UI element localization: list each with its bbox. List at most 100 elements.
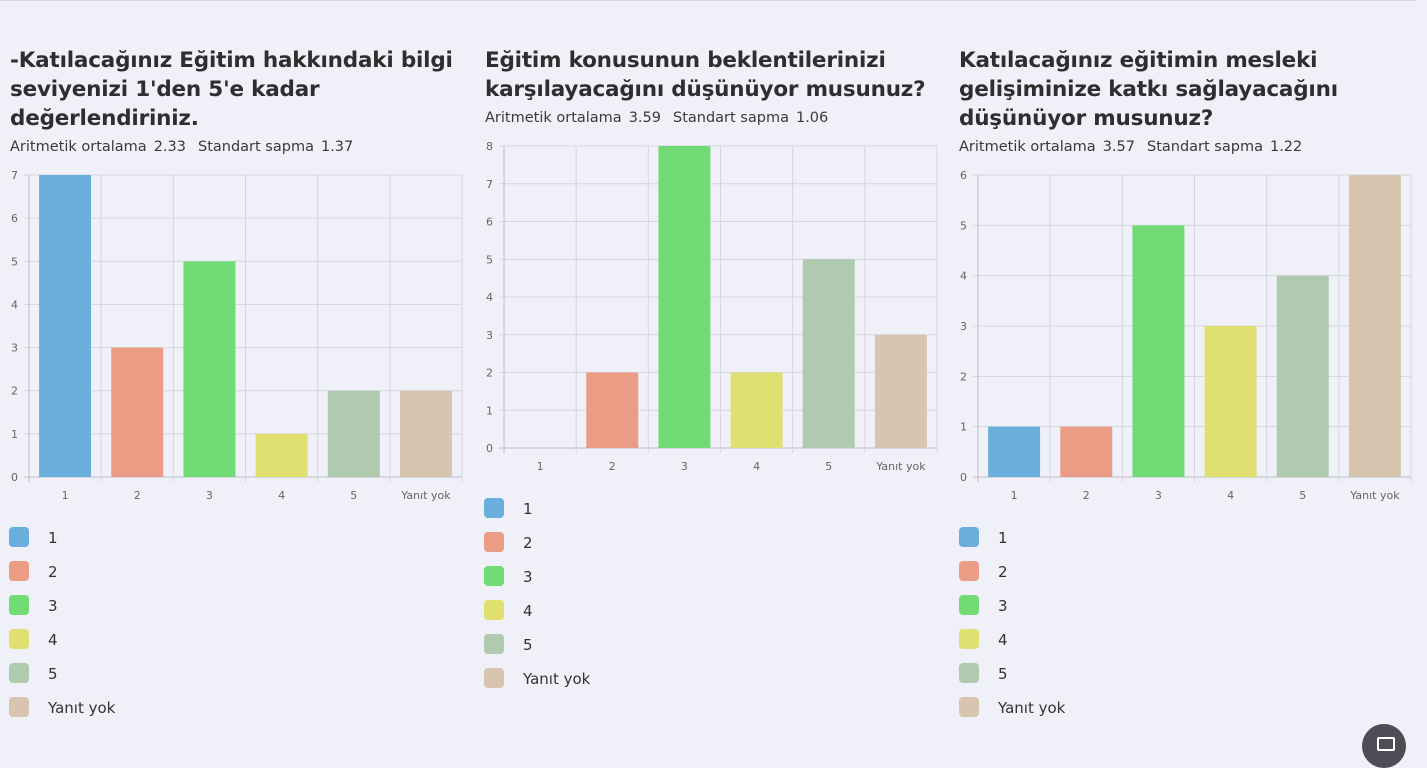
sd-value: 1.22	[1269, 139, 1303, 155]
title-line: Katılacağınız eğitimin mesleki	[959, 48, 1318, 73]
x-tick-label: 5	[825, 460, 832, 473]
x-tick-label: 3	[1155, 489, 1162, 502]
bar-1	[988, 426, 1041, 477]
legend-swatch	[959, 595, 979, 615]
legend-swatch	[9, 629, 29, 649]
y-tick-label: 0	[960, 471, 967, 484]
legend-label: Yanıt yok	[998, 699, 1066, 717]
legend-label: 2	[48, 563, 58, 581]
x-tick-label: Yanıt yok	[1349, 489, 1400, 502]
question-title: Katılacağınız eğitimin mesleki gelişimin…	[959, 46, 1419, 133]
legend-label: 2	[998, 563, 1008, 581]
legend-label: 3	[998, 597, 1008, 615]
y-tick-label: 5	[960, 219, 967, 232]
y-tick-label: 8	[486, 140, 493, 153]
y-tick-label: 6	[486, 216, 493, 229]
top-divider	[0, 0, 1417, 1]
bar-chart-3: 0 1 2 3 4 5 6 1 2 3 4 5 Yanıt yok	[960, 169, 1412, 502]
legend-label: 4	[998, 631, 1008, 649]
title-line: karşılayacağını düşünüyor musunuz?	[485, 77, 926, 102]
legend-swatch	[959, 697, 979, 717]
survey-panel-2: Eğitim konusunun beklentilerinizi karşıl…	[485, 46, 945, 133]
survey-panel-1: -Katılacağınız Eğitim hakkındaki bilgi s…	[10, 46, 470, 162]
question-title: Eğitim konusunun beklentilerinizi karşıl…	[485, 46, 945, 104]
mean-value: 3.57	[1102, 139, 1135, 155]
y-tick-label: 7	[486, 178, 493, 191]
sd-label: Standart sapma	[1147, 139, 1263, 155]
legend-label: 2	[523, 534, 533, 552]
stats-row: Aritmetik ortalama 3.59 Standart sapma 1.06	[485, 104, 945, 133]
y-tick-label: 5	[486, 253, 493, 266]
legend-swatch	[959, 527, 979, 547]
x-tick-label: 1	[62, 489, 69, 502]
y-tick-label: 6	[11, 212, 18, 225]
question-title: -Katılacağınız Eğitim hakkındaki bilgi s…	[10, 46, 470, 133]
bar-3	[183, 261, 236, 477]
title-line: gelişiminize katkı sağlayacağını	[959, 77, 1338, 102]
bar-yanit-yok	[1348, 175, 1401, 477]
legend-label: 5	[998, 665, 1008, 683]
legend-label: 3	[523, 568, 533, 586]
bar-4	[255, 433, 308, 477]
y-tick-label: 2	[960, 370, 967, 383]
sd-value: 1.37	[320, 139, 354, 155]
sd-value: 1.06	[795, 110, 829, 126]
bar-chart-1: 0 1 2 3 4 5 6 7 1 2 3 4 5 Yanıt yok	[11, 169, 463, 502]
y-tick-label: 3	[11, 342, 18, 355]
legend-label: 1	[523, 500, 533, 518]
y-tick-label: 0	[11, 471, 18, 484]
legend-swatch	[959, 629, 979, 649]
legend-swatch	[484, 566, 504, 586]
x-tick-label: Yanıt yok	[875, 460, 926, 473]
legend-swatch	[484, 600, 504, 620]
legend-swatch	[484, 498, 504, 518]
x-tick-label: 1	[1011, 489, 1018, 502]
x-tick-label: 2	[1083, 489, 1090, 502]
legend-label: 4	[48, 631, 58, 649]
title-line: Eğitim konusunun beklentilerinizi	[485, 48, 886, 73]
mean-label: Aritmetik ortalama	[10, 139, 147, 155]
chat-button[interactable]	[1362, 724, 1406, 768]
bar-5	[327, 390, 380, 477]
y-tick-label: 1	[11, 428, 18, 441]
y-tick-label: 5	[11, 255, 18, 268]
legend-label: 5	[523, 636, 533, 654]
legend-swatch	[9, 595, 29, 615]
x-tick-label: 1	[537, 460, 544, 473]
bar-2	[586, 372, 639, 448]
title-line: -Katılacağınız Eğitim hakkındaki bilgi	[10, 48, 453, 73]
stats-row: Aritmetik ortalama 2.33 Standart sapma 1.37	[10, 133, 470, 162]
legend-label: 5	[48, 665, 58, 683]
legend-swatch	[9, 527, 29, 547]
legend-swatch	[959, 663, 979, 683]
legend-swatch	[9, 561, 29, 581]
bar-5	[1276, 275, 1329, 477]
y-tick-label: 0	[486, 442, 493, 455]
x-tick-label: 4	[753, 460, 760, 473]
legend-swatch	[9, 663, 29, 683]
chat-icon	[1377, 737, 1395, 751]
y-tick-label: 4	[11, 298, 18, 311]
legend-swatch	[9, 697, 29, 717]
x-tick-label: 4	[1227, 489, 1234, 502]
title-line: seviyenizi 1'den 5'e kadar	[10, 77, 320, 102]
mean-value: 3.59	[628, 110, 661, 126]
legend-label: 3	[48, 597, 58, 615]
y-tick-label: 2	[11, 385, 18, 398]
stats-row: Aritmetik ortalama 3.57 Standart sapma 1.22	[959, 133, 1419, 162]
x-tick-label: Yanıt yok	[400, 489, 451, 502]
y-tick-label: 4	[960, 270, 967, 283]
mean-label: Aritmetik ortalama	[485, 110, 622, 126]
x-tick-label: 3	[206, 489, 213, 502]
y-tick-label: 6	[960, 169, 967, 182]
y-tick-label: 3	[486, 329, 493, 342]
legend-swatch	[484, 532, 504, 552]
y-tick-label: 1	[960, 421, 967, 434]
sd-label: Standart sapma	[198, 139, 314, 155]
bar-yanit-yok	[874, 334, 927, 448]
y-tick-label: 1	[486, 404, 493, 417]
title-line: düşünüyor musunuz?	[959, 106, 1214, 131]
x-tick-label: 3	[681, 460, 688, 473]
mean-value: 2.33	[153, 139, 186, 155]
legend-label: 1	[998, 529, 1008, 547]
